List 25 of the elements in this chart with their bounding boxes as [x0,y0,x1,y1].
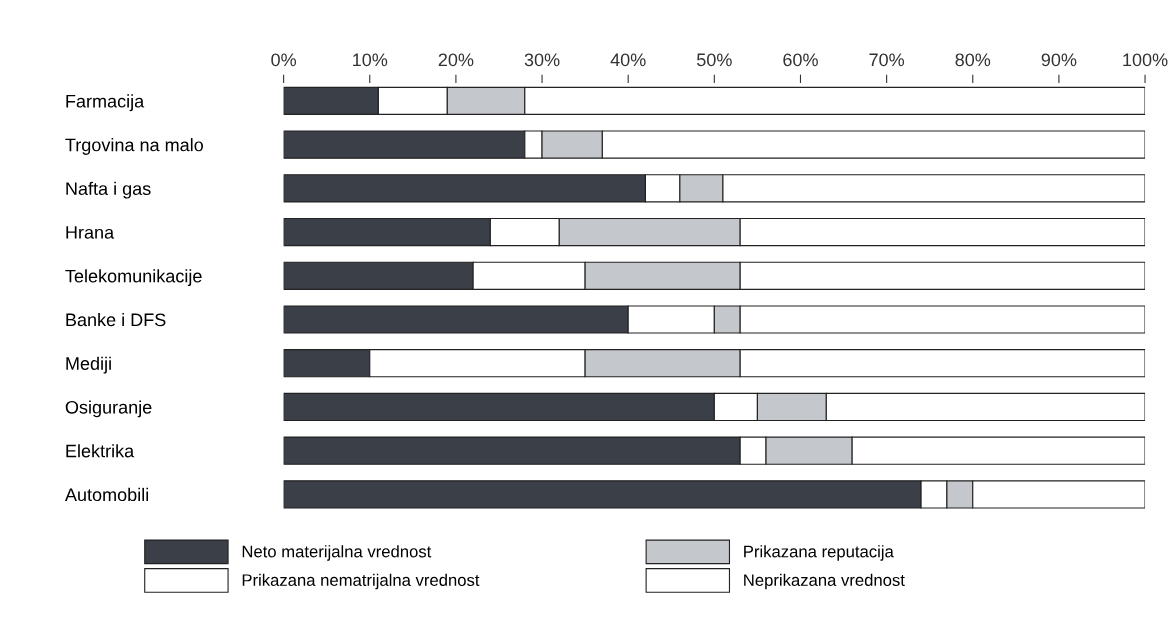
legend-label: Neprikazana vrednost [744,573,905,590]
x-tick-label: 60% [783,53,818,67]
x-tick-label: 100% [1123,53,1168,67]
legend-label: Neto materijalna vrednost [242,545,432,561]
x-tick-label: 30% [524,53,560,67]
x-tick-label: 10% [353,53,388,67]
y-tick-label: Trgovina na malo [65,138,203,155]
y-tick-label: Nafta i gas [66,181,151,199]
y-tick-label: Hrana [66,226,115,239]
y-tick-label: Osiguranje [65,400,152,418]
y-tick-label: Automobili [64,487,149,502]
x-tick-label: 20% [438,53,474,67]
x-tick-label: 90% [1041,53,1077,67]
legend-label: Prikazana reputacija [744,545,894,561]
x-tick-label: 0% [271,53,297,67]
y-tick-label: Farmacija [66,94,145,112]
y-tick-label: Telekomunikacije [65,269,202,287]
x-tick-label: 80% [955,53,991,67]
legend-label: Prikazana nematrijalna vrednost [242,573,480,590]
x-tick-label: 50% [696,53,732,67]
y-tick-label: Mediji [66,356,111,374]
x-tick-label: 70% [869,53,905,67]
y-tick-label: Banke i DFS [66,312,166,327]
x-tick-label: 40% [610,53,646,67]
y-tick-label: Elektrika [66,444,135,458]
